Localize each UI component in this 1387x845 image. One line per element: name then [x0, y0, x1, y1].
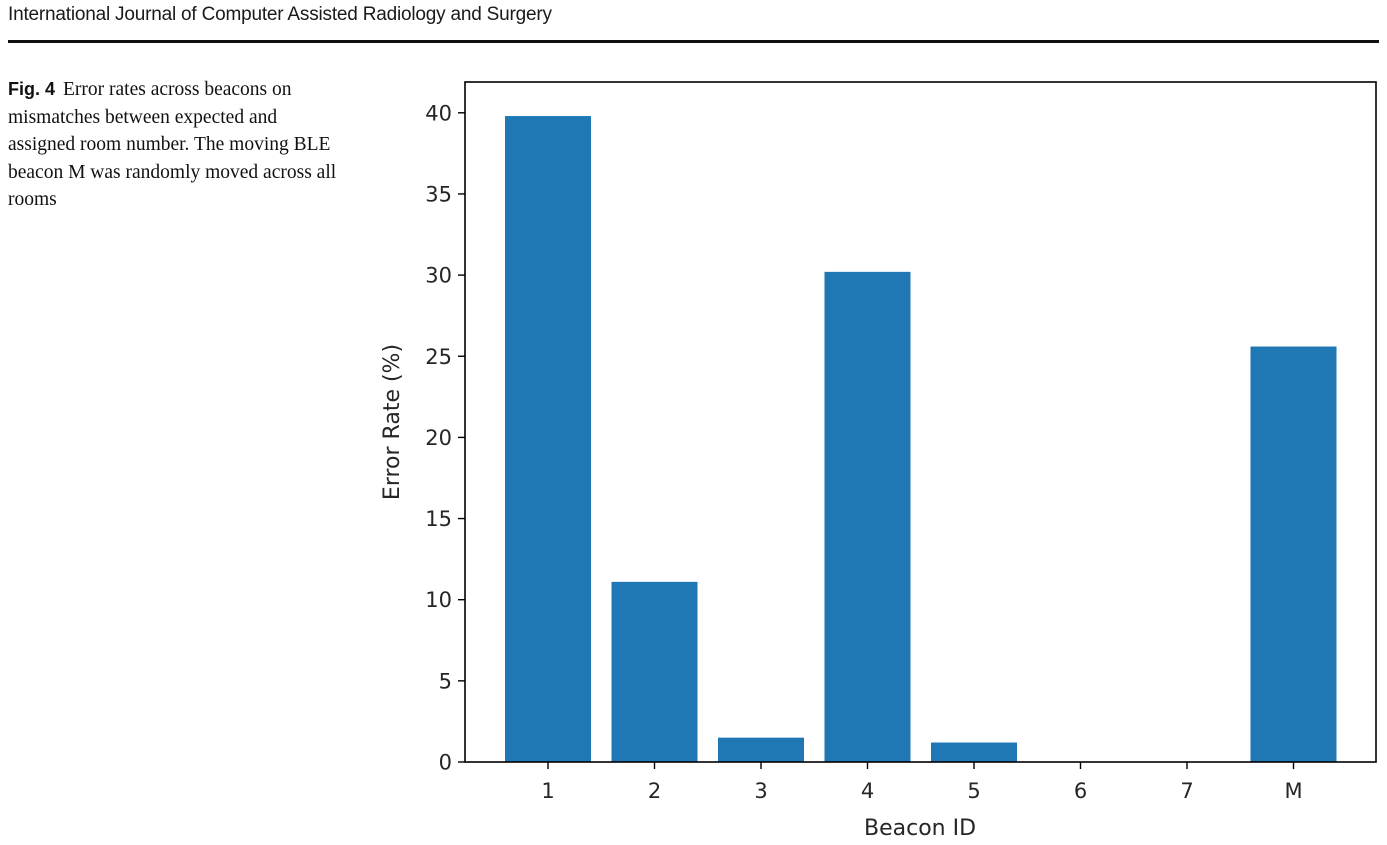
bars-group [505, 116, 1337, 762]
x-tick-label: 3 [754, 779, 767, 803]
x-tick-label: 2 [648, 779, 661, 803]
y-tick-label: 5 [439, 669, 452, 693]
y-tick-label: 10 [425, 588, 452, 612]
x-axis-label: Beacon ID [864, 816, 976, 841]
y-tick-label: 30 [425, 264, 452, 288]
bar-3 [718, 737, 804, 762]
figure-label: Fig. 4 [8, 79, 56, 99]
x-tick-label: 4 [861, 779, 874, 803]
y-tick-label: 35 [425, 182, 452, 206]
plot-frame [464, 81, 1377, 763]
y-tick-label: 20 [425, 426, 452, 450]
x-tick-label: 7 [1180, 779, 1193, 803]
caption-text: Error rates across beacons on mismatches… [8, 79, 337, 210]
y-tick-label: 0 [439, 751, 452, 775]
bar-4 [824, 271, 911, 762]
bar-5 [931, 742, 1017, 762]
bar-1 [505, 116, 591, 762]
y-tick-label: 25 [425, 345, 452, 369]
header-rule [8, 40, 1379, 43]
x-tick-label: 6 [1074, 779, 1087, 803]
y-tick-label: 15 [425, 507, 452, 531]
x-tick-label: M [1284, 779, 1302, 803]
x-axis: 1 2 3 4 5 6 7 M [541, 762, 1303, 803]
running-head: International Journal of Computer Assist… [8, 4, 552, 25]
x-tick-label: 1 [541, 779, 554, 803]
x-tick-label: 5 [967, 779, 980, 803]
figure-caption: Fig. 4 Error rates across beacons on mism… [8, 76, 338, 214]
bar-M [1250, 346, 1337, 762]
y-tick-label: 40 [425, 101, 452, 125]
bar-2 [611, 581, 698, 762]
y-axis: 0 5 10 15 20 25 30 35 40 [425, 101, 465, 775]
y-axis-label: Error Rate (%) [380, 344, 405, 500]
